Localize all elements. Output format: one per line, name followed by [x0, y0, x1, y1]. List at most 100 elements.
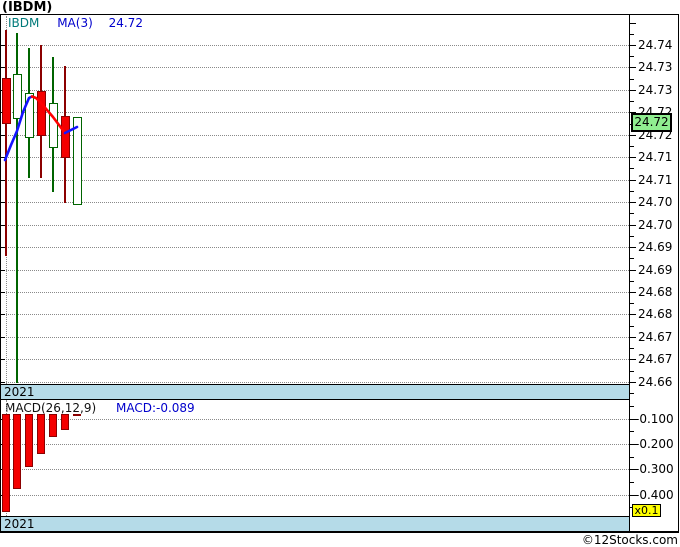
- left-major-tick: [1, 359, 5, 361]
- macd-tick-label: -0.100: [635, 411, 674, 426]
- price-gridline: [1, 89, 629, 91]
- left-major-tick: [1, 134, 5, 136]
- macd-tick-label: -0.200: [635, 436, 674, 451]
- price-major-tick: [630, 134, 636, 136]
- price-minor-tick: [630, 146, 634, 148]
- price-minor-tick: [630, 101, 634, 103]
- macd-minor-tick: [630, 405, 634, 407]
- price-major-tick: [630, 67, 636, 69]
- left-major-tick: [1, 381, 5, 383]
- year-label-macd: 2021: [4, 517, 35, 531]
- price-tick-label: 24.69: [638, 262, 673, 277]
- price-major-tick: [630, 359, 636, 361]
- price-gridline: [1, 224, 629, 226]
- price-gridline: [1, 67, 629, 69]
- price-gridline: [1, 336, 629, 338]
- left-major-tick: [1, 45, 5, 46]
- price-tick-label: 24.68: [638, 307, 673, 322]
- price-minor-tick: [630, 258, 634, 260]
- macd-bar: [61, 413, 69, 431]
- candlestick: [72, 116, 82, 205]
- price-major-tick: [630, 22, 636, 24]
- price-tick-label: 24.69: [638, 240, 673, 255]
- price-tick-label: 24.68: [638, 284, 673, 299]
- price-gridline: [1, 112, 629, 114]
- candlestick: [12, 74, 22, 120]
- candle-wick: [5, 30, 7, 257]
- left-major-tick: [1, 179, 5, 181]
- left-major-tick: [1, 336, 5, 338]
- price-minor-tick: [630, 392, 634, 394]
- left-major-tick: [1, 247, 5, 249]
- price-major-tick: [630, 314, 636, 316]
- price-tick-label: 24.74: [638, 38, 673, 52]
- price-minor-tick: [630, 348, 634, 350]
- macd-major-tick: [630, 469, 636, 471]
- price-gridline: [1, 291, 629, 293]
- price-major-tick: [630, 336, 636, 338]
- last-price-badge: 24.72: [631, 113, 672, 132]
- main-chart-header: IBDM MA(3) 24.72: [8, 16, 143, 30]
- candlestick: [36, 90, 46, 137]
- price-major-tick: [630, 224, 636, 226]
- left-major-tick: [1, 314, 5, 316]
- macd-major-tick: [630, 443, 636, 445]
- price-gridline: [1, 134, 629, 136]
- price-minor-tick: [630, 190, 634, 192]
- left-major-tick: [1, 224, 5, 226]
- price-major-tick: [630, 179, 636, 181]
- macd-tick-label: -0.400: [635, 487, 674, 502]
- macd-gridline: [1, 494, 629, 496]
- price-gridline: [1, 359, 629, 361]
- ma-value: 24.72: [108, 16, 143, 30]
- macd-value-label: MACD:-0.089: [115, 401, 195, 415]
- candle-wick: [16, 32, 18, 384]
- price-minor-tick: [630, 370, 634, 372]
- price-minor-tick: [630, 56, 634, 58]
- macd-settings-label: MACD(26,12,9): [5, 401, 97, 415]
- price-tick-label: 24.71: [638, 150, 673, 165]
- price-gridline: [1, 314, 629, 316]
- year-label-main: 2021: [4, 385, 35, 399]
- price-tick-label: 24.70: [638, 195, 673, 210]
- macd-tick-label: -0.300: [635, 462, 674, 477]
- price-minor-tick: [630, 33, 634, 35]
- ma-label: MA(3): [57, 16, 93, 30]
- macd-gridline: [1, 418, 629, 420]
- price-gridline: [1, 247, 629, 249]
- price-minor-tick: [630, 303, 634, 305]
- macd-bar: [37, 413, 45, 455]
- price-minor-tick: [630, 168, 634, 170]
- macd-bar: [25, 413, 33, 468]
- year-strip-main: 2021: [1, 384, 629, 400]
- price-minor-tick: [630, 213, 634, 215]
- price-gridline: [1, 157, 629, 159]
- left-major-tick: [1, 202, 5, 204]
- price-major-tick: [630, 112, 636, 114]
- candlestick: [60, 115, 70, 159]
- price-gridline: [1, 179, 629, 181]
- macd-bar: [13, 413, 21, 490]
- left-major-tick: [1, 67, 5, 69]
- price-gridline: [1, 202, 629, 204]
- price-minor-tick: [630, 280, 634, 282]
- macd-gridline: [1, 469, 629, 471]
- macd-bar: [2, 413, 10, 513]
- price-minor-tick: [630, 235, 634, 237]
- price-major-tick: [630, 247, 636, 249]
- macd-minor-tick: [630, 431, 634, 433]
- left-major-tick: [1, 269, 5, 271]
- price-tick-label: 24.67: [638, 329, 673, 344]
- price-major-tick: [630, 291, 636, 293]
- price-major-tick: [630, 89, 636, 91]
- price-major-tick: [630, 157, 636, 159]
- macd-bar: [49, 413, 57, 438]
- price-major-tick: [630, 45, 636, 46]
- candlestick: [1, 77, 11, 124]
- macd-bar: [73, 413, 81, 416]
- macd-gridline: [1, 443, 629, 445]
- year-strip-macd: 2021: [1, 516, 629, 532]
- macd-minor-tick: [630, 456, 634, 458]
